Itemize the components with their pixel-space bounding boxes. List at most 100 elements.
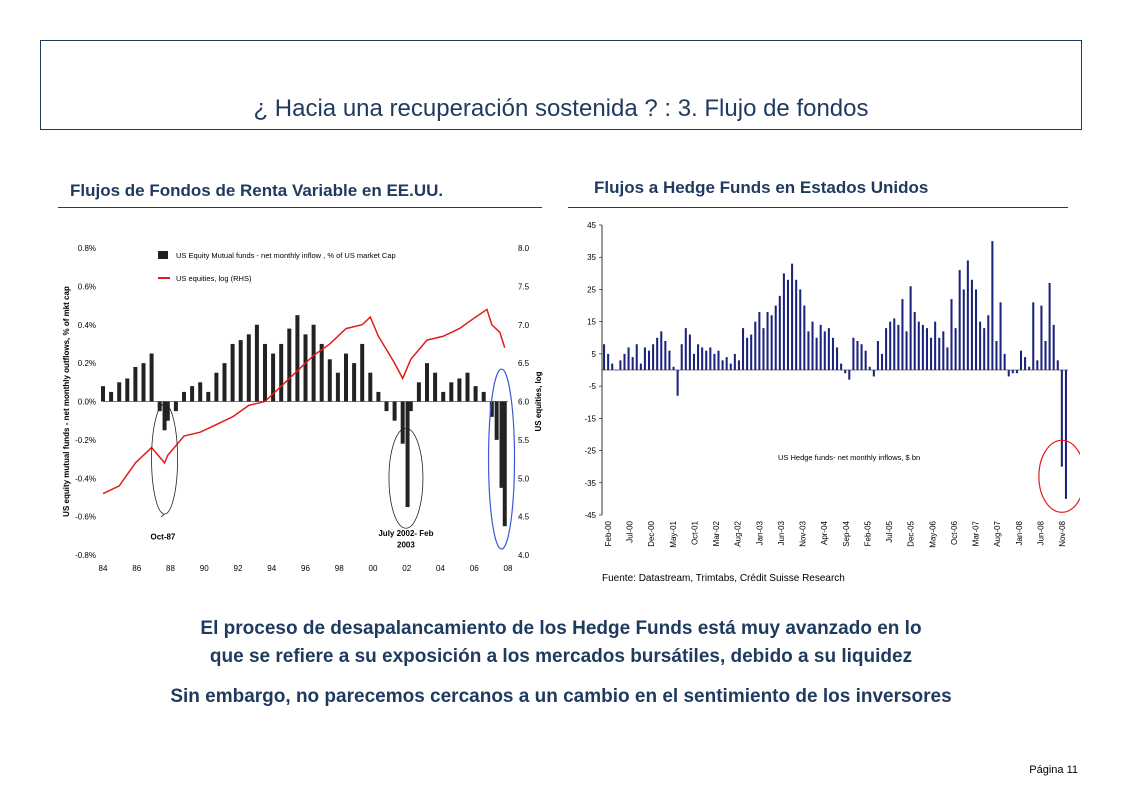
equity-flows-chart: 0.8% 0.6% 0.4% 0.2% 0.0% -0.2% -0.4% -0.6% -0.8%…: [62, 244, 543, 573]
bar: [1056, 360, 1059, 370]
bar: [725, 357, 728, 370]
bar: [656, 337, 659, 370]
bar: [295, 315, 300, 402]
bar: [893, 318, 896, 370]
bar: [457, 378, 462, 402]
bar: [473, 386, 478, 402]
bar: [966, 260, 969, 370]
bar: [603, 344, 606, 370]
y2-tick-label: 5.5: [518, 436, 530, 445]
hedge-fund-flows-chart: 45 35 25 15 5 -5 -15 -25 -35 -45 Feb-00 Jul-00 Dec-0…: [584, 221, 1080, 548]
y-tick-label: 35: [587, 253, 596, 262]
bar: [897, 324, 900, 370]
bar: [198, 382, 203, 402]
equities-line: [102, 308, 506, 495]
right-chart-title: Flujos a Hedge Funds en Estados Unidos: [594, 178, 929, 197]
y-tick-label: -0.8%: [75, 551, 96, 560]
bar: [206, 391, 211, 402]
bar: [392, 401, 397, 421]
page-title: ¿ Hacia una recuperación sostenida ? : 3…: [253, 95, 869, 122]
bar: [917, 321, 920, 370]
bar: [141, 363, 146, 402]
y-tick-label: -15: [584, 414, 596, 423]
bar: [746, 337, 749, 370]
x-tick-label: Dec-05: [907, 520, 916, 546]
bar: [647, 350, 651, 370]
bar: [987, 315, 990, 370]
bar: [852, 337, 855, 370]
bar: [901, 299, 904, 370]
bar: [750, 334, 753, 370]
bar: [279, 343, 284, 402]
bar: [680, 344, 683, 370]
x-tick-label: 92: [234, 564, 243, 573]
body-line-1: El proceso de desapalancamiento de los H…: [200, 618, 922, 639]
bar: [836, 347, 839, 370]
y2-tick-label: 4.0: [518, 551, 530, 560]
bar: [230, 343, 235, 402]
y2-tick-label: 7.5: [518, 282, 530, 291]
bar: [778, 295, 781, 370]
bar: [384, 401, 389, 412]
bar: [742, 328, 745, 370]
bar: [627, 347, 630, 370]
title-box: ¿ Hacia una recuperación sostenida ? : 3…: [40, 40, 1082, 130]
bar: [934, 321, 937, 370]
annotation-label: July 2002- Feb: [378, 529, 433, 538]
bar: [499, 401, 504, 488]
bar: [643, 347, 646, 370]
bar: [214, 372, 219, 402]
x-tick-label: May-06: [928, 520, 937, 547]
bar: [615, 370, 618, 371]
bar: [721, 360, 724, 370]
x-tick-label: 00: [369, 564, 378, 573]
bar: [962, 289, 965, 370]
bar: [494, 401, 499, 440]
x-tick-label: Nov-03: [799, 520, 808, 546]
bar: [489, 401, 494, 417]
bar: [639, 363, 642, 370]
x-tick-label: 08: [504, 564, 513, 573]
legend-label: US Equity Mutual funds - net monthly inf…: [176, 251, 396, 260]
bar: [880, 353, 884, 370]
bar: [942, 331, 945, 370]
source-note: Fuente: Datastream, Trimtabs, Crédit Sui…: [602, 573, 845, 584]
bar: [1052, 324, 1055, 370]
bar: [611, 363, 614, 370]
bar: [344, 353, 348, 402]
x-tick-label: Aug-02: [734, 520, 743, 546]
bar: [246, 334, 251, 402]
y-tick-label: 0.6%: [78, 282, 96, 291]
bar: [408, 401, 413, 412]
bar: [481, 391, 486, 402]
y2-tick-label: 6.5: [518, 359, 530, 368]
bar: [1003, 353, 1006, 370]
bar: [1032, 302, 1035, 370]
right-title-rule: [568, 207, 1068, 208]
bar: [991, 241, 994, 370]
bar: [182, 391, 186, 402]
bar: [109, 391, 114, 402]
bar: [400, 401, 405, 444]
y-tick-label: -0.6%: [75, 513, 96, 522]
bar: [319, 343, 324, 402]
x-tick-label: Jan-03: [755, 520, 764, 545]
x-tick-label: 96: [301, 564, 310, 573]
y-tick-label: 25: [587, 285, 596, 294]
bar: [848, 370, 851, 380]
bar: [889, 321, 892, 370]
body-line-3: Sin embargo, no parecemos cercanos a un …: [170, 686, 952, 707]
legend-swatch-bars: [158, 251, 168, 259]
bar: [149, 353, 154, 402]
bar: [697, 344, 700, 370]
bar: [117, 382, 122, 402]
bar: [827, 328, 830, 370]
bar: [999, 302, 1002, 370]
bar: [607, 353, 610, 370]
bar: [433, 372, 438, 402]
bar: [885, 328, 888, 370]
bar: [876, 341, 879, 370]
bar: [1060, 370, 1063, 467]
bar: [335, 372, 340, 402]
y-tick-label: -35: [584, 479, 596, 488]
